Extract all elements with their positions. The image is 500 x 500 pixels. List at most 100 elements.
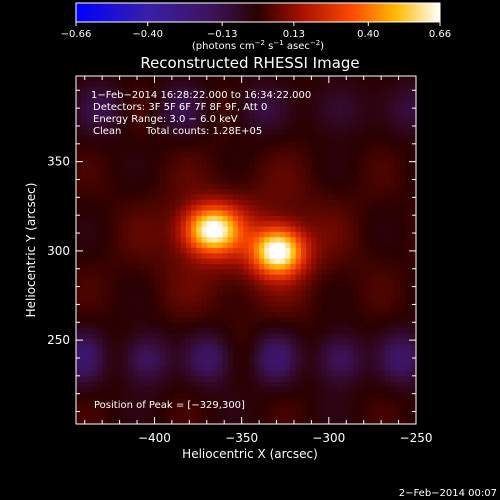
heatmap-cell (86, 370, 93, 377)
heatmap-cell (321, 134, 328, 141)
heatmap-cell (201, 92, 208, 99)
heatmap-cell (149, 407, 156, 414)
heatmap-cell (264, 161, 271, 168)
heatmap-cell (76, 386, 82, 393)
heatmap-cell (321, 156, 328, 163)
heatmap-cell (316, 118, 323, 125)
heatmap-cell (395, 322, 401, 329)
heatmap-cell (102, 231, 108, 238)
heatmap-cell (154, 86, 161, 93)
heatmap-cell (76, 183, 82, 190)
heatmap-cell (133, 407, 140, 414)
heatmap-cell (175, 381, 182, 388)
heatmap-cell (76, 418, 82, 424)
heatmap-cell (154, 129, 161, 136)
heatmap-cell (86, 290, 93, 297)
heatmap-cell (238, 247, 244, 254)
heatmap-cell (180, 134, 187, 141)
heatmap-cell (358, 418, 365, 424)
heatmap-cell (86, 279, 93, 286)
heatmap-cell (306, 354, 312, 361)
heatmap-cell (96, 343, 103, 350)
heatmap-cell (400, 413, 407, 420)
heatmap-cell (332, 177, 339, 184)
heatmap-cell (405, 290, 412, 297)
heatmap-cell (280, 92, 286, 99)
heatmap-cell (269, 359, 276, 366)
heatmap-cell (96, 391, 103, 398)
heatmap-cell (253, 402, 260, 409)
heatmap-cell (311, 193, 318, 200)
heatmap-cell (379, 150, 386, 157)
heatmap-cell (133, 418, 140, 424)
heatmap-cell (107, 113, 114, 120)
heatmap-cell (96, 263, 103, 270)
heatmap-cell (348, 225, 354, 232)
heatmap-cell (264, 343, 271, 350)
heatmap-cell (358, 172, 365, 179)
heatmap-cell (243, 316, 250, 323)
heatmap-cell (311, 370, 318, 377)
heatmap-cell (379, 359, 386, 366)
heatmap-cell (405, 231, 412, 238)
heatmap-cell (206, 97, 213, 104)
heatmap-cell (389, 386, 396, 393)
heatmap-cell (117, 370, 124, 377)
heatmap-cell (232, 108, 239, 115)
heatmap-cell (112, 145, 119, 152)
heatmap-cell (222, 209, 229, 216)
heatmap-cell (342, 252, 349, 259)
heatmap-cell (259, 145, 265, 152)
heatmap-cell (290, 290, 297, 297)
heatmap-cell (295, 124, 302, 131)
heatmap-cell (363, 359, 370, 366)
heatmap-cell (86, 220, 93, 227)
heatmap-cell (368, 338, 375, 345)
heatmap-cell (91, 113, 98, 120)
heatmap-cell (379, 338, 386, 345)
heatmap-cell (185, 327, 192, 334)
heatmap-cell (212, 359, 218, 366)
heatmap-cell (123, 290, 129, 297)
heatmap-cell (196, 204, 203, 211)
heatmap-cell (389, 225, 396, 232)
heatmap-cell (201, 145, 208, 152)
heatmap-cell (400, 381, 407, 388)
heatmap-cell (185, 311, 192, 318)
heatmap-cell (327, 407, 333, 414)
heatmap-cell (295, 113, 302, 120)
heatmap-cell (138, 236, 145, 243)
heatmap-cell (410, 418, 416, 424)
heatmap-cell (337, 306, 344, 313)
heatmap-cell (290, 102, 297, 109)
heatmap-cell (306, 199, 312, 206)
heatmap-cell (243, 247, 250, 254)
heatmap-cell (358, 134, 365, 141)
heatmap-cell (144, 268, 150, 275)
heatmap-cell (159, 306, 166, 313)
heatmap-cell (133, 279, 140, 286)
heatmap-cell (112, 209, 119, 216)
heatmap-cell (86, 343, 93, 350)
heatmap-cell (180, 306, 187, 313)
heatmap-cell (191, 332, 197, 339)
heatmap-cell (144, 322, 150, 329)
heatmap-cell (96, 215, 103, 222)
heatmap-cell (107, 418, 114, 424)
heatmap-cell (264, 407, 271, 414)
heatmap-cell (164, 274, 171, 281)
heatmap-cell (196, 290, 203, 297)
heatmap-cell (374, 236, 380, 243)
heatmap-cell (400, 220, 407, 227)
heatmap-cell (389, 241, 396, 248)
heatmap-cell (269, 279, 276, 286)
heatmap-cell (384, 295, 391, 302)
heatmap-cell (222, 386, 229, 393)
heatmap-cell (389, 263, 396, 270)
heatmap-cell (227, 113, 234, 120)
heatmap-cell (316, 300, 323, 307)
heatmap-cell (395, 124, 401, 131)
heatmap-cell (86, 295, 93, 302)
heatmap-cell (232, 247, 239, 254)
heatmap-cell (274, 365, 281, 372)
